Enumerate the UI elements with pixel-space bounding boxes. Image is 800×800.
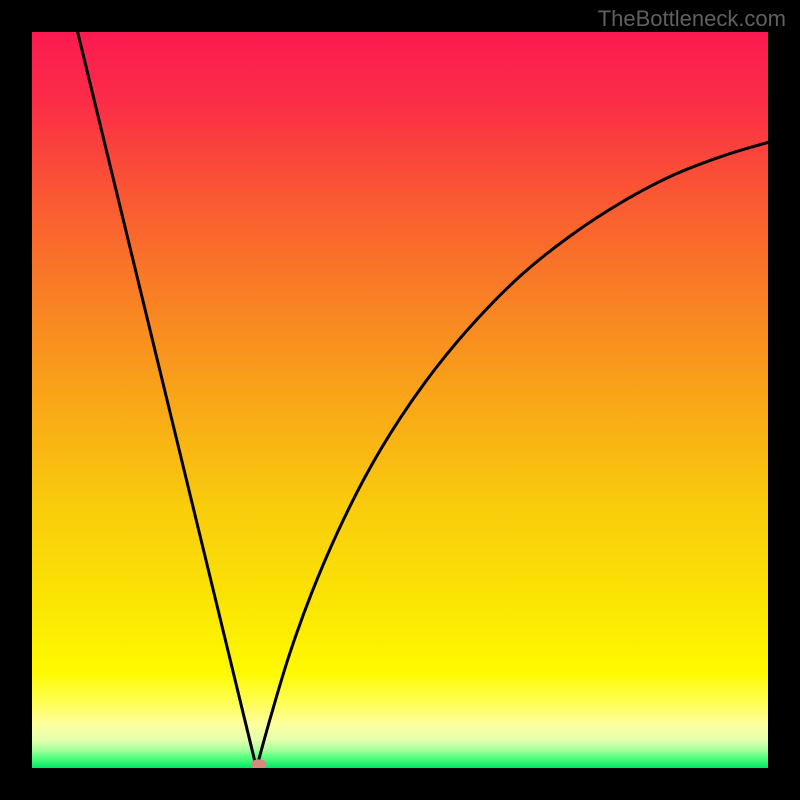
chart-frame: TheBottleneck.com: [0, 0, 800, 800]
watermark-text: TheBottleneck.com: [598, 6, 786, 32]
optimum-marker: [251, 759, 267, 768]
plot-area: [32, 32, 768, 768]
bottleneck-curve: [32, 32, 768, 768]
